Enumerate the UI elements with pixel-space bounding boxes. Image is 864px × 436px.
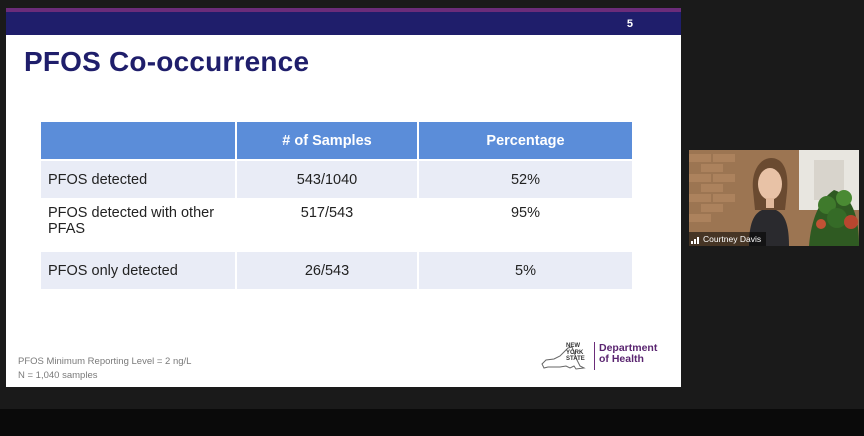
table-header-samples: # of Samples bbox=[237, 122, 417, 159]
row-samples: 26/543 bbox=[237, 252, 417, 289]
table-row: PFOS only detected 26/543 5% bbox=[41, 252, 632, 289]
table-header-percentage: Percentage bbox=[419, 122, 632, 159]
row-percentage: 95% bbox=[419, 200, 632, 250]
row-percentage: 5% bbox=[419, 252, 632, 289]
footnote: PFOS Minimum Reporting Level = 2 ng/L N … bbox=[18, 355, 191, 383]
nys-wordmark: NEW YORK STATE bbox=[566, 343, 585, 362]
participant-name-label: Courtney Davis bbox=[689, 232, 767, 246]
table-header-row: # of Samples Percentage bbox=[41, 122, 632, 159]
row-label: PFOS detected bbox=[41, 161, 235, 198]
row-percentage: 52% bbox=[419, 161, 632, 198]
participant-name: Courtney Davis bbox=[703, 234, 762, 244]
co-occurrence-table: # of Samples Percentage PFOS detected 54… bbox=[39, 120, 634, 291]
row-samples: 517/543 bbox=[237, 200, 417, 250]
slide-title: PFOS Co-occurrence bbox=[24, 46, 310, 77]
footnote-sample-count: N = 1,040 samples bbox=[18, 370, 98, 381]
table-row: PFOS detected with other PFAS 517/543 95… bbox=[41, 200, 632, 250]
presentation-slide: 5 PFOS Co-occurrence # of Samples Percen… bbox=[6, 8, 681, 387]
table-header-blank bbox=[41, 122, 235, 159]
department-name: Department of Health bbox=[599, 342, 658, 365]
table-row: PFOS detected 543/1040 52% bbox=[41, 161, 632, 198]
participant-video-tile[interactable]: Courtney Davis bbox=[689, 150, 859, 246]
slide-number: 5 bbox=[626, 18, 633, 30]
nys-doh-logo: NEW YORK STATE Department of Health bbox=[540, 340, 658, 372]
meeting-bottom-bar bbox=[0, 409, 864, 436]
connection-signal-icon bbox=[691, 236, 699, 244]
footnote-mrl: PFOS Minimum Reporting Level = 2 ng/L bbox=[18, 356, 192, 367]
row-samples: 543/1040 bbox=[237, 161, 417, 198]
new-york-state-map-icon bbox=[541, 346, 586, 370]
row-label: PFOS only detected bbox=[41, 252, 235, 289]
slide-header-bar: 5 bbox=[6, 8, 681, 35]
row-label: PFOS detected with other PFAS bbox=[41, 200, 235, 250]
logo-divider bbox=[594, 342, 595, 370]
